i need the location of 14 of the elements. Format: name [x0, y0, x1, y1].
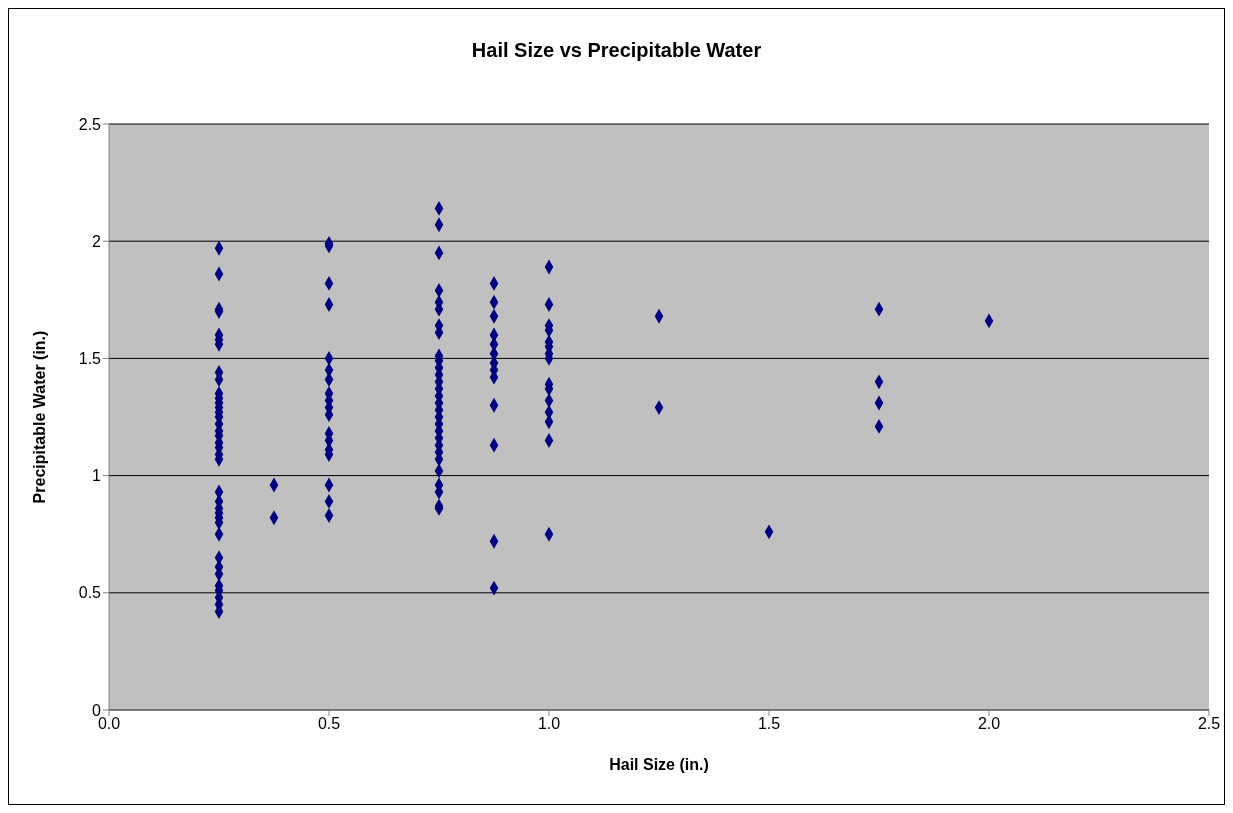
y-axis-title: Precipitable Water (in.) [30, 330, 48, 504]
y-tick-label: 2.5 [78, 115, 102, 133]
x-axis-title: Hail Size (in.) [609, 756, 709, 773]
y-tick-label: 2 [92, 232, 102, 250]
x-tick-label: 0.0 [97, 715, 121, 733]
x-tick-label: 2.5 [1197, 715, 1221, 733]
y-tick-label: 0.5 [78, 584, 102, 602]
y-tick-label: 1 [92, 467, 102, 485]
x-tick-label: 2.0 [977, 715, 1001, 733]
chart-title: Hail Size vs Precipitable Water [470, 39, 763, 62]
x-tick-label: 1.0 [537, 715, 561, 733]
x-tick-label: 1.5 [757, 715, 781, 733]
x-tick-label: 0.5 [317, 715, 341, 733]
y-tick-label: 1.5 [78, 350, 102, 368]
